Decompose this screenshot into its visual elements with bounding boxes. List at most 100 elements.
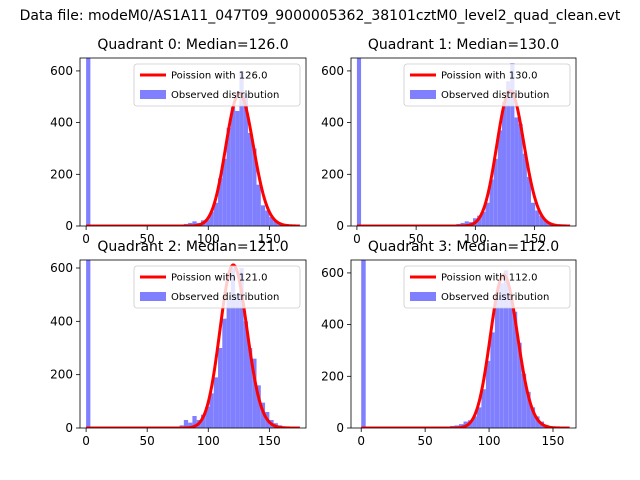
- poisson-curve: [85, 92, 301, 226]
- legend-label: Observed distribution: [171, 292, 279, 303]
- legend-label: Observed distribution: [441, 292, 549, 303]
- y-tick-label: 200: [50, 368, 73, 382]
- histogram-bar: [485, 360, 491, 428]
- histogram-bar: [535, 416, 540, 428]
- legend: Poission with 112.0 Observed distribution: [403, 265, 571, 309]
- histogram-bar: [514, 117, 519, 226]
- y-tick-label: 600: [50, 261, 73, 275]
- x-tick-label: 50: [408, 232, 423, 246]
- y-tick-label: 0: [65, 421, 73, 435]
- histogram-bar: [518, 123, 523, 226]
- legend: Poission with 121.0 Observed distribution: [133, 265, 301, 309]
- histogram-bar: [222, 318, 227, 428]
- poisson-curve: [361, 273, 570, 428]
- histogram-bar: [361, 260, 366, 428]
- x-tick-label: 150: [258, 434, 281, 448]
- y-tick-label: 200: [321, 167, 344, 181]
- histogram-bar: [218, 178, 223, 226]
- legend: Poission with 126.0 Observed distribution: [133, 63, 301, 107]
- histogram-bar: [260, 205, 266, 226]
- x-tick-label: 0: [82, 434, 90, 448]
- quadrant-3-panel: 0 50 100 150 0 200 400 600 Quadrant 3: Median=11…: [321, 239, 577, 448]
- histogram-bar: [508, 293, 513, 428]
- axes-frame: [79, 259, 307, 429]
- histogram-bar: [356, 58, 362, 226]
- x-tick-label: 0: [357, 434, 365, 448]
- histogram-bar: [188, 422, 193, 428]
- histogram-bar: [512, 311, 518, 428]
- x-tick-label: 100: [197, 434, 220, 448]
- histogram-bar: [243, 94, 248, 226]
- legend-label: Poission with 130.0: [441, 71, 537, 82]
- histogram-bar: [247, 348, 253, 428]
- y-tick-label: 0: [336, 219, 344, 233]
- histogram-bar: [539, 215, 544, 226]
- axes-frame: [79, 57, 307, 227]
- quadrant-title: Quadrant 2: Median=121.0: [97, 239, 288, 255]
- quadrant-title: Quadrant 3: Median=112.0: [368, 239, 559, 255]
- x-tick-label: 150: [258, 232, 281, 246]
- legend-label: Poission with 112.0: [441, 273, 537, 284]
- x-tick-label: 100: [464, 232, 487, 246]
- histogram-bar: [256, 184, 261, 226]
- legend-bar-swatch: [410, 292, 436, 301]
- histogram-bar: [481, 389, 486, 428]
- legend-label: Observed distribution: [441, 90, 549, 101]
- histogram-bar: [503, 270, 509, 428]
- histogram-bar: [535, 210, 540, 226]
- legend-box: [133, 63, 301, 107]
- legend: Poission with 130.0 Observed distribution: [403, 63, 571, 107]
- y-tick-label: 400: [321, 318, 344, 332]
- y-tick-label: 0: [65, 219, 73, 233]
- x-tick-label: 50: [140, 434, 155, 448]
- histogram-bar: [265, 210, 270, 226]
- histogram-bar: [235, 294, 240, 428]
- x-tick-label: 100: [197, 232, 220, 246]
- histogram-bar: [269, 216, 274, 226]
- histogram-bar: [477, 215, 482, 226]
- histogram-bar: [472, 416, 477, 428]
- histogram-bar: [481, 211, 486, 226]
- histogram-bar: [494, 298, 500, 428]
- histogram-bar: [273, 221, 278, 226]
- y-tick-label: 0: [336, 421, 344, 435]
- histogram-bar: [252, 358, 257, 428]
- poisson-curve: [356, 89, 571, 226]
- legend-bar-swatch: [140, 90, 166, 99]
- axes-frame: [350, 259, 577, 429]
- histogram-bar: [526, 391, 531, 428]
- legend-box: [403, 63, 571, 107]
- histogram-bar: [493, 158, 498, 226]
- histogram-bar: [497, 130, 502, 226]
- y-tick-label: 600: [50, 64, 73, 78]
- histogram-bar: [86, 58, 91, 226]
- quadrant-title: Quadrant 0: Median=126.0: [97, 37, 288, 53]
- x-tick-label: 50: [140, 232, 155, 246]
- histogram-bar: [239, 268, 244, 428]
- y-tick-label: 200: [321, 369, 344, 383]
- histogram-bar: [260, 402, 266, 428]
- histogram-bar: [485, 202, 490, 226]
- quadrant-title: Quadrant 1: Median=130.0: [368, 37, 559, 53]
- histogram-bar: [192, 221, 197, 226]
- histogram-bar: [256, 385, 261, 428]
- histogram-bar: [501, 101, 507, 226]
- x-tick-label: 50: [418, 434, 433, 448]
- y-tick-label: 400: [50, 116, 73, 130]
- quadrant-0-panel: 0 50 100 150 0 200 400 600 Quadrant 0: Median=12…: [50, 37, 307, 246]
- histogram-bar: [489, 179, 494, 226]
- histogram-bar: [239, 70, 244, 226]
- x-tick-label: 150: [542, 434, 565, 448]
- histogram-bar: [218, 348, 223, 428]
- y-tick-label: 600: [321, 266, 344, 280]
- poisson-curve: [85, 263, 301, 428]
- histogram-bar: [530, 407, 536, 428]
- histogram-bar: [543, 220, 548, 226]
- legend-bar-swatch: [140, 292, 166, 301]
- histogram-bar: [226, 300, 231, 428]
- histogram-bar: [506, 81, 511, 226]
- histogram-bar: [205, 406, 210, 428]
- histogram-bar: [522, 153, 527, 226]
- histogram-bar: [243, 321, 248, 428]
